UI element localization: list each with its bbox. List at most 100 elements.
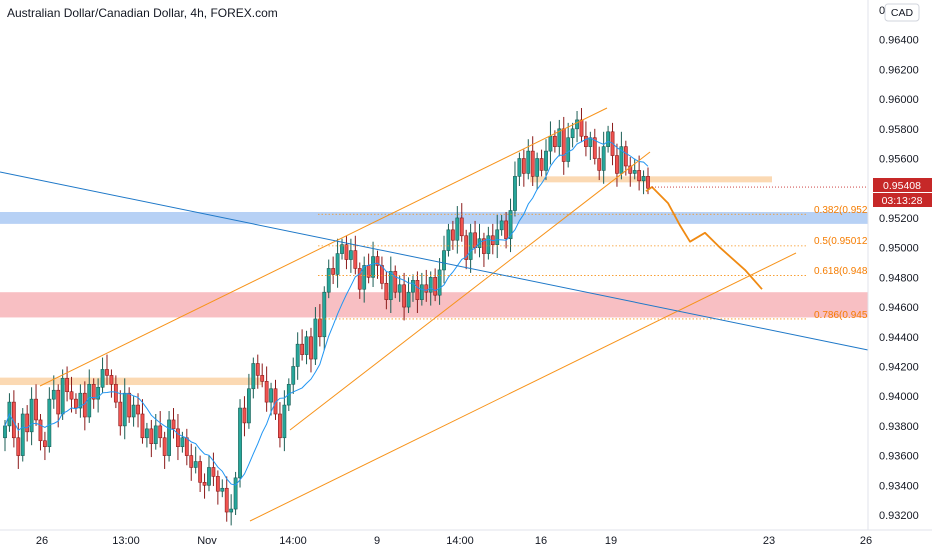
candle bbox=[513, 161, 517, 217]
price-tag-value: 0.95408 bbox=[883, 180, 921, 192]
time-axis[interactable]: 26 13:00 Nov 14:00 9 14:00 16 19 23 26 bbox=[36, 535, 872, 547]
currency-button-label: CAD bbox=[891, 7, 914, 19]
candle bbox=[508, 198, 513, 253]
candle bbox=[495, 214, 500, 259]
y-tick-label: 0.94800 bbox=[879, 272, 919, 284]
candle bbox=[504, 212, 508, 249]
candle bbox=[499, 214, 504, 236]
candle bbox=[606, 125, 610, 153]
y-tick-label: 0.95800 bbox=[879, 124, 919, 136]
candle bbox=[464, 229, 469, 270]
candle bbox=[433, 268, 438, 302]
candle bbox=[215, 470, 220, 505]
candle bbox=[291, 357, 296, 394]
currency-button[interactable]: CAD bbox=[884, 3, 920, 22]
candle bbox=[619, 131, 624, 180]
price-timer: 03:13:28 bbox=[882, 195, 923, 207]
candle bbox=[300, 329, 305, 361]
candle bbox=[43, 431, 47, 461]
candle bbox=[255, 354, 260, 389]
candle bbox=[521, 149, 526, 187]
candle bbox=[109, 369, 114, 398]
price-tag: 0.95408 03:13:28 bbox=[873, 178, 932, 207]
y-tick-label: 0.93400 bbox=[879, 480, 919, 492]
x-tick-label: 14:00 bbox=[446, 535, 474, 547]
y-tick-label: 0.93600 bbox=[879, 451, 919, 463]
candle bbox=[69, 376, 74, 413]
x-tick-label: 14:00 bbox=[279, 535, 307, 547]
candle bbox=[380, 256, 384, 290]
candle bbox=[295, 332, 300, 380]
x-tick-label: 13:00 bbox=[112, 535, 140, 547]
y-tick-label: 0.95600 bbox=[879, 154, 919, 166]
fib-label-0618: 0.618(0.948 bbox=[814, 266, 868, 277]
candle bbox=[326, 259, 331, 299]
candle bbox=[566, 122, 571, 168]
candle bbox=[127, 387, 132, 423]
candle bbox=[517, 152, 522, 187]
candle bbox=[242, 396, 247, 437]
moving-average-line bbox=[4, 137, 649, 486]
candle bbox=[601, 131, 606, 184]
y-tick-label: 0.96200 bbox=[879, 64, 919, 76]
candle bbox=[105, 354, 109, 386]
candle bbox=[158, 411, 163, 448]
candle bbox=[335, 238, 340, 288]
x-tick-label: 16 bbox=[535, 535, 547, 547]
zone-orange-3 bbox=[530, 176, 772, 183]
candle bbox=[455, 206, 460, 254]
candle bbox=[118, 390, 123, 436]
candle bbox=[91, 378, 96, 409]
candle bbox=[526, 139, 531, 180]
y-tick-label: 0.94400 bbox=[879, 332, 919, 344]
candle bbox=[393, 265, 398, 299]
candle bbox=[388, 256, 393, 313]
zone-orange-0 bbox=[0, 377, 262, 386]
candle bbox=[38, 414, 43, 451]
channel-lower-line bbox=[289, 151, 651, 431]
candle bbox=[641, 170, 646, 195]
candle bbox=[362, 256, 367, 303]
candle bbox=[282, 390, 287, 452]
candle bbox=[592, 128, 597, 165]
candle bbox=[136, 393, 140, 428]
candle bbox=[153, 414, 158, 450]
y-tick-label: 0.96400 bbox=[879, 35, 919, 47]
price-axis[interactable]: 0.966000.964000.962000.960000.958000.956… bbox=[879, 5, 919, 522]
candle bbox=[278, 402, 282, 448]
candle bbox=[579, 108, 584, 143]
candle bbox=[207, 455, 211, 492]
candle bbox=[397, 275, 402, 302]
overlay-layer bbox=[0, 107, 869, 522]
x-tick-label: 23 bbox=[763, 535, 775, 547]
candle bbox=[246, 373, 251, 429]
y-tick-label: 0.94600 bbox=[879, 302, 919, 314]
price-timer-box bbox=[873, 193, 932, 207]
candle bbox=[450, 220, 455, 250]
candle bbox=[25, 405, 30, 442]
candle bbox=[233, 471, 238, 515]
x-tick-label: Nov bbox=[197, 535, 217, 547]
candle bbox=[424, 269, 429, 302]
candle bbox=[193, 446, 198, 474]
candles-layer bbox=[3, 108, 650, 526]
candle bbox=[309, 327, 313, 373]
candle bbox=[211, 452, 216, 487]
candle bbox=[78, 384, 83, 418]
candle bbox=[570, 122, 575, 148]
candle bbox=[459, 203, 464, 242]
candle bbox=[269, 382, 273, 416]
zone-red-2 bbox=[0, 292, 868, 318]
candle bbox=[632, 158, 637, 180]
candle bbox=[51, 375, 56, 409]
candle bbox=[238, 399, 242, 488]
candle bbox=[446, 223, 451, 257]
candle bbox=[29, 387, 34, 446]
candle bbox=[544, 139, 548, 181]
candle bbox=[411, 274, 415, 302]
candle bbox=[96, 378, 101, 413]
channel-upper-line bbox=[39, 107, 608, 387]
y-tick-label: 0.93200 bbox=[879, 510, 919, 522]
candle bbox=[304, 330, 309, 365]
